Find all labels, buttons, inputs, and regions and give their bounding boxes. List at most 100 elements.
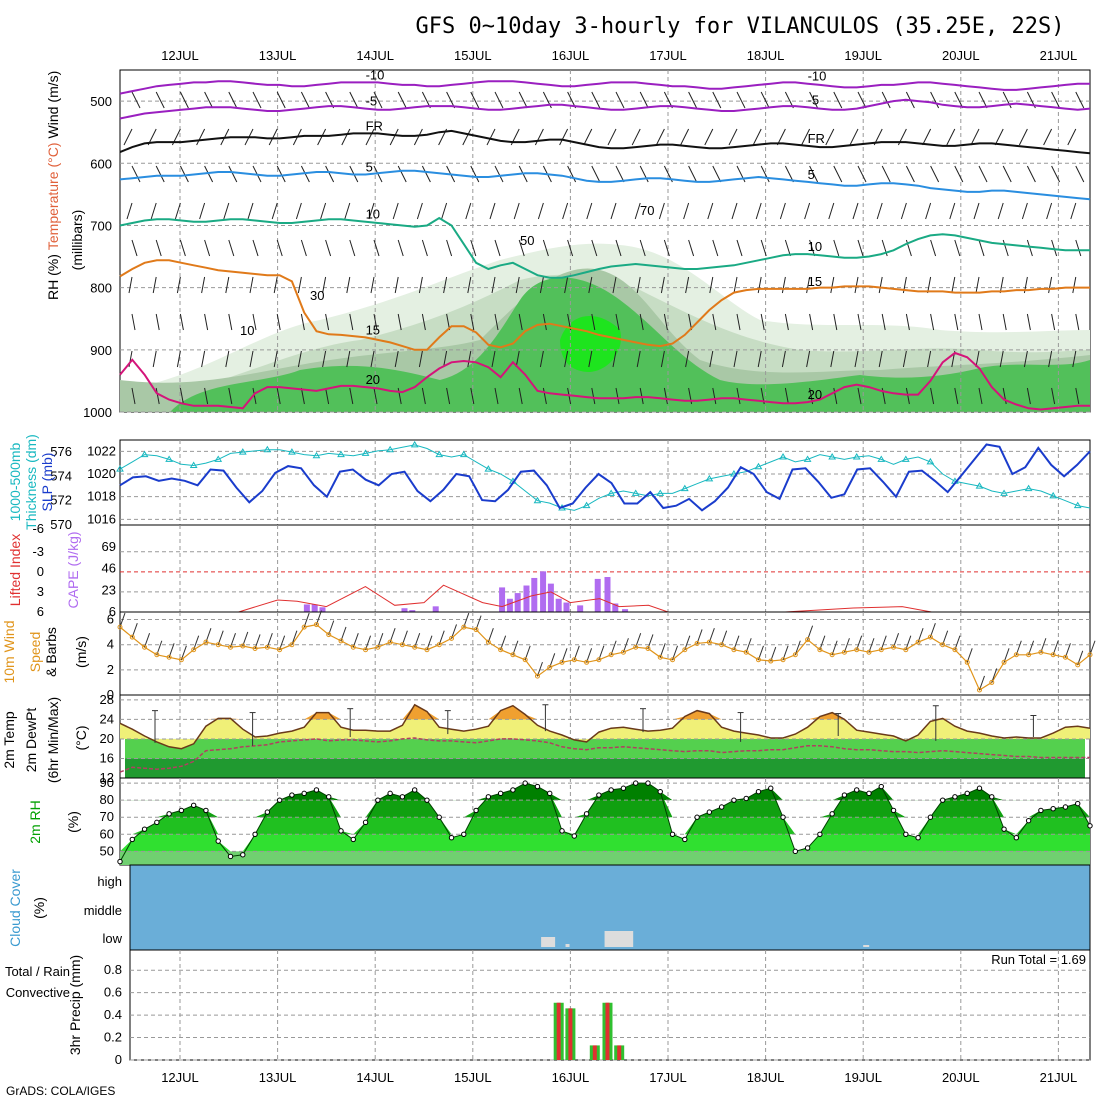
slp-tick: 1016 — [87, 511, 116, 526]
rh-marker — [313, 787, 320, 793]
top-day-label: 16JUL — [552, 48, 590, 63]
wind-barb — [636, 276, 641, 294]
panel-ylabel-line: SLP (mb) — [39, 453, 55, 512]
wind-barb — [658, 202, 665, 220]
panel-ylabel-line: 3hr Precip (mm) — [67, 955, 83, 1055]
wind-marker — [670, 657, 676, 663]
wind-barb — [1067, 128, 1077, 146]
thickness-marker — [582, 501, 591, 509]
wind-barb — [733, 276, 738, 294]
li-tick: -3 — [32, 544, 44, 559]
wind-barb — [1018, 128, 1028, 146]
wind-barb — [368, 202, 375, 220]
wind-barb — [905, 165, 915, 183]
li-tick: 0 — [37, 564, 44, 579]
rh-marker — [718, 804, 725, 810]
wind-barb — [760, 239, 767, 257]
wind-barb — [196, 128, 206, 146]
upper-ylabel-text: RH (%) Temperature (°C) Wind (m/s) — [45, 71, 61, 300]
wind-barb — [781, 276, 786, 294]
wind-barb — [297, 350, 302, 368]
wind-barb — [421, 239, 428, 257]
wind-barb — [680, 128, 690, 146]
wind-barb — [999, 276, 1004, 294]
wind-marker — [129, 634, 135, 640]
wind-barb — [276, 313, 281, 331]
thickness-marker — [1000, 489, 1008, 496]
ylabel-part: (°C) — [45, 142, 61, 167]
wind-barb — [736, 239, 743, 257]
cape-bar — [319, 607, 326, 612]
wind-barb — [1070, 202, 1077, 220]
wind-barb — [276, 239, 283, 257]
wind-barb — [660, 350, 665, 368]
wind-marker — [363, 647, 369, 653]
wind-marker — [952, 647, 958, 653]
wind-barb — [542, 313, 547, 331]
cape-bar — [555, 598, 562, 612]
upper-ylabel2: (millibars) — [69, 210, 85, 271]
panel-ylabel-line: & Barbs — [43, 627, 59, 677]
low-cloud-bar — [541, 937, 556, 947]
panel-ylabel-line: Thickness (dm) — [23, 434, 39, 530]
thickness-marker — [631, 489, 640, 496]
rh-contour-label: 30 — [310, 288, 324, 303]
panel-ylabel: (%) — [31, 897, 47, 919]
wind-barb — [781, 350, 786, 368]
wind-barb — [268, 128, 278, 146]
wind-barb — [131, 313, 136, 331]
wind-marker — [608, 652, 614, 658]
cape-bar — [401, 608, 408, 612]
cloud-tick: low — [102, 931, 122, 946]
wind-barb — [784, 313, 789, 331]
wind-marker — [559, 659, 565, 665]
wind-marker — [191, 647, 197, 653]
wind-barb — [591, 91, 601, 109]
wind-barb — [564, 350, 569, 368]
wind-barb — [830, 276, 835, 294]
wind-marker — [976, 687, 982, 693]
wind-barb — [1051, 91, 1061, 109]
wind-marker — [277, 647, 283, 653]
chart-title: GFS 0~10day 3-hourly for VILANCULOS (35.… — [415, 14, 1064, 39]
rh-marker — [497, 790, 504, 797]
wind-barb — [809, 313, 814, 331]
cape-bar — [432, 606, 439, 612]
wind-barb — [123, 128, 133, 146]
wind-barb — [373, 91, 383, 109]
wind-barb — [322, 276, 327, 294]
wind-barb — [1075, 239, 1082, 257]
wind-barb — [930, 91, 940, 109]
temp-above-20-area — [120, 704, 1090, 749]
wind-barb — [736, 387, 741, 405]
cape-bar — [303, 604, 310, 612]
rh-marker — [399, 794, 406, 800]
rh-marker — [203, 807, 209, 814]
thickness-marker — [386, 445, 395, 453]
rh-marker — [436, 814, 442, 820]
wind-marker — [596, 657, 602, 663]
wind-barb — [1075, 387, 1080, 405]
rh-marker — [792, 848, 799, 855]
cape-bar — [612, 603, 619, 612]
wind-barb — [881, 165, 891, 183]
wind-marker — [387, 639, 393, 645]
wind-barb — [1075, 91, 1085, 109]
isotherm-label: -10 — [808, 69, 827, 84]
wind-barb — [204, 165, 214, 183]
rh-marker — [976, 785, 983, 791]
wind-barb — [176, 350, 181, 368]
wind-barb — [462, 128, 472, 146]
rh-marker — [583, 811, 590, 817]
wind-barb — [806, 350, 811, 368]
wind-barb — [591, 387, 596, 405]
temp-band-16-20 — [125, 738, 1085, 759]
wind-marker — [264, 644, 270, 650]
wind-barb — [204, 239, 211, 257]
thickness-marker — [263, 445, 272, 453]
top-day-label: 12JUL — [161, 48, 199, 63]
temp-band-12-16 — [125, 758, 1085, 778]
thickness-marker — [361, 449, 370, 456]
wind-tick: 0 — [107, 687, 114, 702]
wind-barb — [828, 202, 835, 220]
